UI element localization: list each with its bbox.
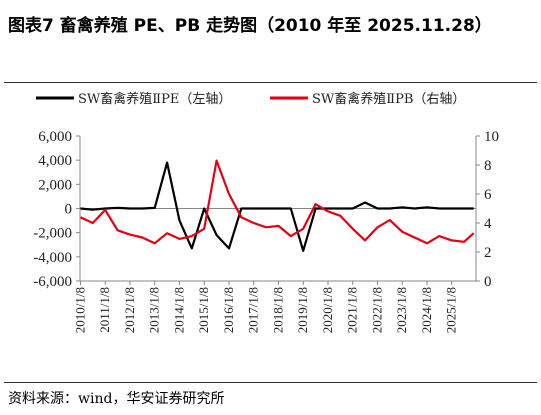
x-tick-label: 2015/1/8 (196, 287, 211, 333)
y-right-tick-label: 4 (484, 216, 492, 232)
x-tick-label: 2012/1/8 (122, 287, 137, 333)
chart-legend: SW畜禽养殖ⅡPE（左轴） SW畜禽养殖ⅡPB（右轴） (36, 91, 465, 107)
y-left-tick-label: -2,000 (33, 226, 72, 242)
x-tick-label: 2021/1/8 (345, 287, 360, 333)
x-tick-label: 2023/1/8 (394, 287, 409, 333)
y-left-tick-label: 2,000 (38, 177, 72, 193)
legend-pe-label: SW畜禽养殖ⅡPE（左轴） (78, 91, 231, 107)
x-tick-label: 2016/1/8 (221, 287, 236, 333)
x-tick-label: 2019/1/8 (295, 287, 310, 333)
y-right-tick-label: 8 (484, 158, 492, 174)
y-right-tick-label: 10 (484, 129, 499, 145)
x-tick-label: 2022/1/8 (369, 287, 384, 333)
y-left-tick-label: 6,000 (38, 129, 72, 145)
chart-axes: 6,000 4,000 2,000 0 -2,000 -4,000 -6,000 10 8 6 4 2… (33, 129, 499, 333)
x-tick-label: 2018/1/8 (270, 287, 285, 333)
legend-pb-label: SW畜禽养殖ⅡPB（右轴） (312, 91, 465, 107)
y-left-tick-label: -6,000 (33, 274, 72, 290)
pb-series-line (80, 159, 475, 245)
x-tick-label: 2017/1/8 (246, 287, 261, 333)
chart-title: 图表7 畜禽养殖 PE、PB 走势图（2010 年至 2025.11.28） (8, 16, 492, 36)
y-left-tick-label: 4,000 (38, 153, 72, 169)
y-right-tick-label: 2 (484, 245, 492, 261)
x-tick-label: 2010/1/8 (72, 287, 87, 333)
x-tick-label: 2014/1/8 (171, 287, 186, 333)
x-tick-label: 2013/1/8 (147, 287, 162, 333)
chart-series (80, 159, 475, 252)
footer-separator (4, 382, 537, 383)
x-tick-label: 2024/1/8 (419, 287, 434, 333)
y-left-tick-label: 0 (65, 202, 73, 218)
x-tick-label: 2025/1/8 (444, 287, 459, 333)
title-separator (4, 82, 537, 83)
y-right-tick-label: 0 (484, 274, 492, 290)
y-left-tick-label: -4,000 (33, 250, 72, 266)
pe-series-line (80, 161, 474, 252)
x-tick-label: 2011/1/8 (97, 287, 112, 333)
y-right-tick-label: 6 (484, 187, 492, 203)
x-tick-label: 2020/1/8 (320, 287, 335, 333)
source-note: 资料来源：wind，华安证券研究所 (8, 391, 225, 407)
